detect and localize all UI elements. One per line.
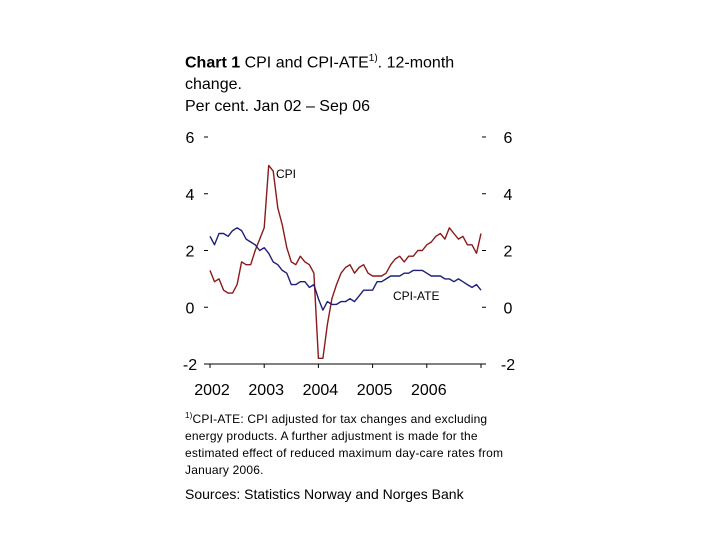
chart-title-text: CPI and CPI-ATE [240,54,369,72]
chart-title: Chart 1 CPI and CPI-ATE1). 12-month chan… [185,48,525,118]
axis-ticks [204,136,486,368]
y-tick-label-right: 4 [504,187,513,204]
y-tick-label-right: -2 [501,357,515,374]
footnote-text: CPI-ATE: CPI adjusted for tax changes an… [185,412,504,477]
y-tick-label-left: 0 [186,300,195,317]
footnote: 1)CPI-ATE: CPI adjusted for tax changes … [185,407,515,479]
y-tick-label-right: 0 [504,300,513,317]
chart-title-end: . 12-month [377,54,455,72]
y-tick-label-right: 2 [504,244,513,261]
y-tick-label-left: -2 [183,357,197,374]
cpi-series-label: CPI [276,167,296,181]
x-tick-label: 2005 [357,382,393,399]
cpi-ate-series-label: CPI-ATE [393,289,439,303]
series-line-cpi [209,164,482,359]
x-tick-label: 2002 [194,382,230,399]
y-tick-label-left: 4 [186,187,195,204]
y-tick-label-left: 2 [186,244,195,261]
footnote-marker: 1) [185,411,193,420]
series-lines [209,164,482,359]
chart-title-line2: change. [185,76,242,94]
y-tick-label-left: 6 [186,130,195,147]
x-tick-label: 2004 [303,382,339,399]
chart-title-bold: Chart 1 [185,54,241,72]
y-tick-label-right: 6 [504,130,513,147]
series-line-cpi-ate [209,227,482,311]
chart-subtitle: Per cent. Jan 02 – Sep 06 [185,98,371,116]
x-tick-label: 2003 [248,382,284,399]
x-tick-label: 2006 [411,382,447,399]
tick-labels: -2 -2 0 0 2 2 4 4 6 6 2002 2003 2004 2005 2006 CPI CPI-A… [183,130,515,399]
chart-title-footnote-marker: 1) [368,53,378,64]
sources-note: Sources: Statistics Norway and Norges Ba… [185,486,464,502]
